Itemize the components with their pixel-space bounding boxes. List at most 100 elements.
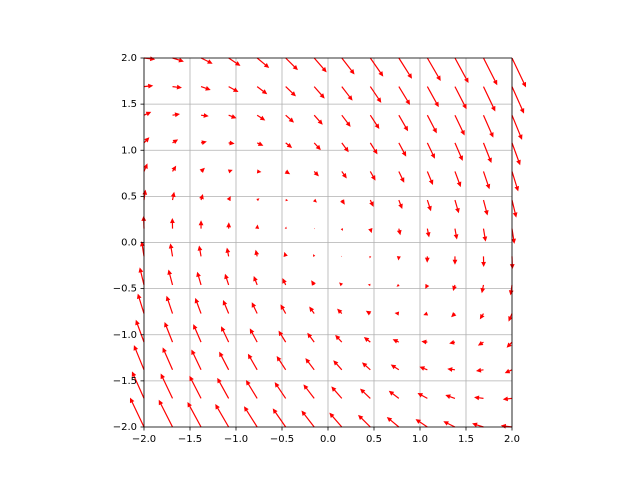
arrow [131,371,145,399]
arrow [197,245,203,257]
arrow [249,328,258,343]
arrow [479,313,485,320]
arrow [447,367,456,372]
arrow [482,114,494,138]
arrow [133,345,145,371]
y-tick-label: 0.0 [121,238,137,249]
arrow [312,198,317,203]
arrow [274,382,287,399]
arrow [394,311,400,316]
arrow [285,142,293,148]
arrow [136,293,145,314]
arrow [140,241,145,257]
arrow [172,84,182,90]
arrow [165,295,174,314]
y-tick-label: 2.0 [121,53,137,64]
arrow [425,283,430,289]
arrow [255,224,260,229]
arrow [313,171,319,177]
arrow [301,410,315,428]
arrow [426,114,437,134]
x-tick-label: 2.0 [504,434,520,445]
arrow [423,311,429,316]
y-tick-label: 1.5 [121,99,137,110]
y-tick-label: 1.0 [121,145,137,156]
arrow [392,339,400,344]
arrow [421,339,428,345]
arrow [247,353,258,371]
arrow [337,308,343,314]
arrow [256,57,270,69]
arrow [172,139,179,145]
arrow [143,83,154,89]
x-tick-label: −1.5 [178,434,202,445]
arrow [504,368,513,374]
arrow [171,165,177,172]
arrow [367,283,371,287]
arrow [194,297,202,314]
x-tick-label: 0.0 [320,434,336,445]
arrow [475,367,484,373]
arrow [388,390,400,399]
arrow [313,142,321,151]
arrow [285,57,298,71]
arrow [253,275,258,286]
arrow [511,114,523,140]
arrow [142,189,148,201]
arrow [341,142,349,153]
arrow [272,408,287,428]
arrow [508,284,514,296]
arrow [369,86,382,103]
arrow [143,137,150,144]
arrow [164,321,174,343]
arrow [481,256,486,267]
arrow [480,284,486,294]
arrow [244,406,258,428]
arrow [331,386,343,399]
arrow [285,198,289,202]
y-tick-label: 0.5 [121,191,137,202]
arrow [511,171,520,192]
arrow [398,199,403,210]
arrow [474,395,484,401]
y-tick-label: −2.0 [113,422,137,433]
arrow [482,228,488,242]
arrow [340,199,345,205]
arrow [256,86,268,95]
arrow [341,171,347,179]
arrow [341,114,351,127]
arrow [311,280,316,286]
arrow [369,171,376,181]
arrow [425,228,431,238]
arrow [369,142,378,155]
arrow [361,362,371,371]
arrow [199,167,205,173]
y-tick-label: −1.0 [113,330,137,341]
arrow [398,171,405,183]
arrow [228,140,235,146]
arrow [283,251,288,257]
arrow [313,254,316,257]
arrow [454,114,465,136]
arrow [339,282,344,287]
arrow [254,249,260,257]
arrow [482,86,496,112]
arrow [285,86,296,97]
arrow [143,56,156,62]
arrow [396,256,401,261]
arrow [449,340,456,345]
arrow [170,218,175,229]
arrow [396,283,400,287]
x-tick-label: 1.0 [412,434,428,445]
x-tick-label: −2.0 [132,434,156,445]
arrow [482,199,489,216]
arrow [426,171,434,185]
arrow [191,349,202,371]
arrow [143,111,152,117]
arrow [228,57,241,66]
arrow [333,360,343,371]
arrow [189,375,202,399]
arrow [511,142,521,166]
